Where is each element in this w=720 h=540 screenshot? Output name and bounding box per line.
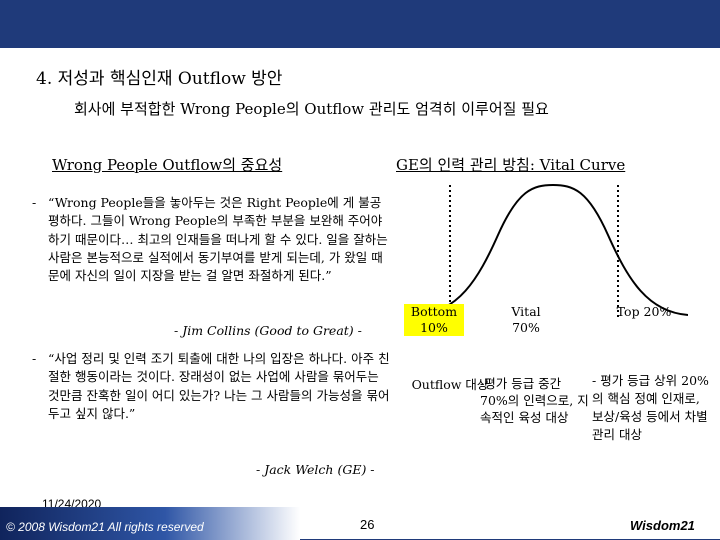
copyright-text: © 2008 Wisdom21 All rights reserved — [6, 520, 204, 534]
page-number: 26 — [360, 517, 375, 532]
quote-attribution-welch: - Jack Welch (GE) - — [256, 462, 375, 477]
right-section-heading: GE의 인력 관리 방침: Vital Curve — [396, 156, 626, 174]
slide-subtitle: 회사에 부적합한 Wrong People의 Outflow 관리도 엄격히 이… — [74, 100, 549, 118]
outflow-label: Outflow 대상 — [411, 377, 489, 392]
segment-vital-label: Vital 70% — [511, 304, 541, 335]
top-banner — [0, 0, 720, 48]
slide-title: 4. 저성과 핵심인재 Outflow 방안 — [36, 69, 283, 89]
left-section-heading: Wrong People Outflow의 중요성 — [52, 156, 283, 174]
quote-attribution-collins: - Jim Collins (Good to Great) - — [174, 323, 362, 338]
quote-collins: - “Wrong People들을 놓아두는 것은 Right People에 … — [30, 194, 390, 285]
quote-text: “Wrong People들을 놓아두는 것은 Right People에 게 … — [48, 195, 388, 284]
vital-description: -평가 등급 중간 70%의 인력으로, 지속적인 육성 대상 — [480, 376, 589, 425]
bell-curve — [418, 183, 688, 316]
segment-bottom-label: Bottom 10% — [404, 304, 464, 336]
brand-logo-text: Wisdom21 — [630, 518, 695, 533]
quote-bullet: - — [32, 195, 37, 210]
footer-bar — [0, 507, 300, 540]
quote-bullet: - — [32, 351, 37, 366]
segment-top-label: Top 20% — [616, 304, 672, 319]
quote-welch: - “사업 정리 및 인력 조기 퇴출에 대한 나의 입장은 하나다. 아주 친… — [30, 350, 390, 423]
vital-curve-diagram — [418, 183, 688, 320]
top-description: - 평가 등급 상위 20%의 핵심 정예 인재로, 보상/육성 등에서 차별 … — [592, 373, 709, 442]
quote-text: “사업 정리 및 인력 조기 퇴출에 대한 나의 입장은 하나다. 아주 친절한… — [48, 351, 390, 421]
